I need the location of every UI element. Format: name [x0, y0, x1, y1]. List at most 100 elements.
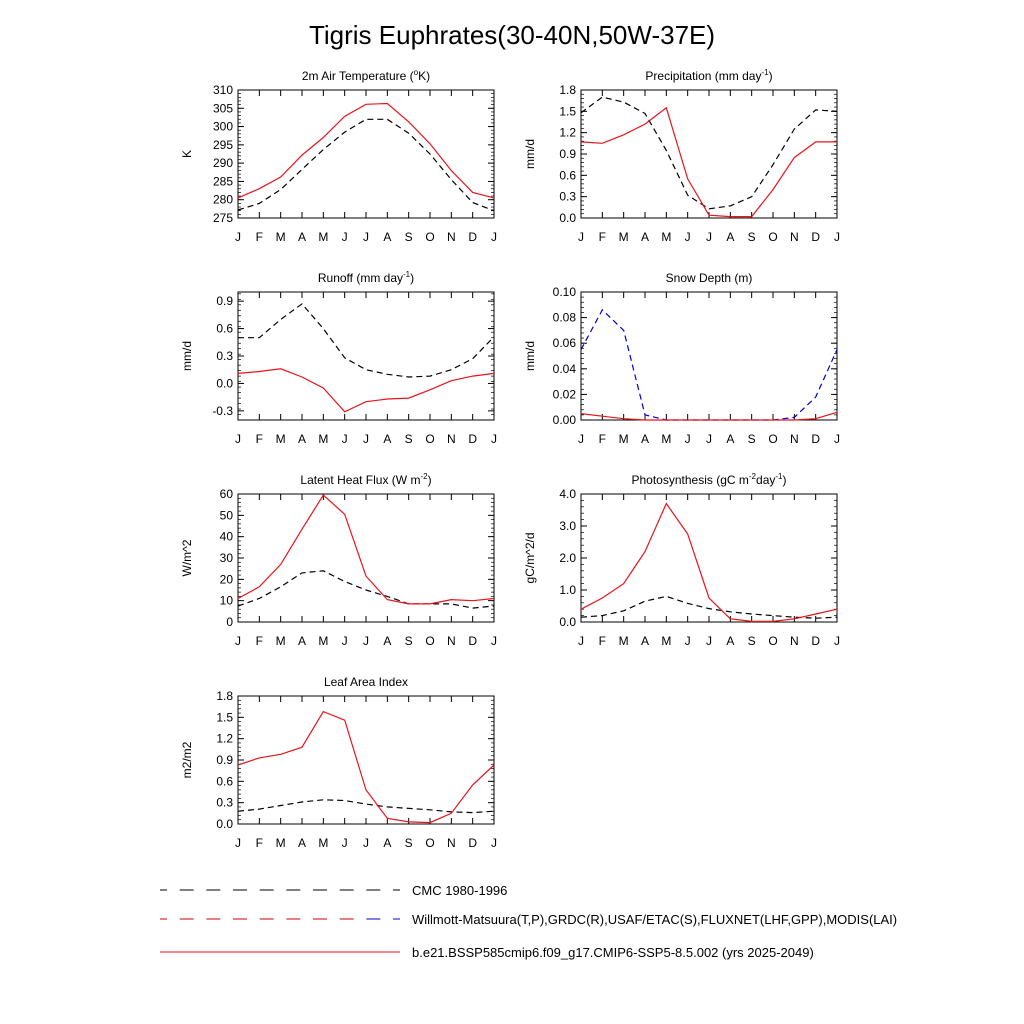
x-tick-label: J [235, 634, 241, 648]
y-tick-label: 1.0 [559, 583, 576, 597]
x-tick-label: A [726, 230, 734, 244]
x-tick-label: F [256, 230, 263, 244]
plot-frame [237, 493, 495, 623]
x-tick-label: A [726, 634, 734, 648]
panel-title: Latent Heat Flux (W m-2) [300, 472, 431, 487]
x-tick-label: J [706, 230, 712, 244]
legend-label: CMC 1980-1996 [412, 883, 507, 898]
y-tick-label: 0.0 [216, 376, 233, 390]
x-tick-label: S [748, 432, 756, 446]
title-text: ) [410, 271, 414, 285]
legend-label: Willmott-Matsuura(T,P),GRDC(R),USAF/ETAC… [412, 912, 897, 927]
panel-title: Precipitation (mm day-1) [645, 68, 772, 83]
y-tick-label: 0.9 [559, 147, 576, 161]
x-tick-label: O [425, 836, 434, 850]
x-tick-label: N [790, 230, 799, 244]
x-tick-label: J [685, 432, 691, 446]
title-text: Precipitation (mm day [645, 69, 761, 83]
panel-lai: Leaf Area Index m2/m2 0.0 0.3 0.6 0.9 1.2 1.5 1.… [180, 675, 497, 850]
x-tick-label: J [235, 230, 241, 244]
x-tick-label: J [342, 230, 348, 244]
title-text: ) [783, 473, 787, 487]
panel-title: 2m Air Temperature (oK) [302, 68, 430, 83]
y-tick-label: 1.2 [559, 126, 576, 140]
y-tick-label: 30 [220, 551, 234, 565]
x-tick-label: N [447, 230, 456, 244]
x-tick-label: J [491, 836, 497, 850]
x-tick-label: J [491, 432, 497, 446]
x-tick-label: N [790, 634, 799, 648]
panel-gpp: Photosynthesis (gC m-2day-1) gC/m^2/d 0.0 1… [523, 472, 840, 648]
x-tick-label: M [619, 432, 629, 446]
x-tick-label: N [447, 836, 456, 850]
title-text: Latent Heat Flux (W m [300, 473, 420, 487]
x-tick-label: J [363, 432, 369, 446]
y-tick-label: 10 [220, 594, 234, 608]
y-tick-label: 1.5 [216, 710, 233, 724]
series-line-obs [237, 118, 495, 212]
x-tick-label: D [468, 230, 477, 244]
y-tick-label: 0.6 [216, 322, 233, 336]
series-line-obs [237, 799, 495, 814]
plot-frame [237, 291, 495, 421]
plot-frame [580, 493, 838, 623]
x-tick-label: A [726, 432, 734, 446]
x-tick-label: A [298, 432, 306, 446]
x-tick-label: M [318, 634, 328, 648]
y-axis-label: W/m^2 [180, 539, 194, 576]
title-text: ) [428, 473, 432, 487]
x-tick-label: J [685, 634, 691, 648]
x-tick-label: A [383, 836, 391, 850]
series-line-obs [237, 570, 495, 609]
legend-label: b.e21.BSSP585cmip6.f09_g17.CMIP6-SSP5-8.… [412, 945, 814, 960]
x-tick-label: A [383, 230, 391, 244]
panel-snow: Snow Depth (m) mm/d 0.00 0.02 0.04 0.06 0.08 0.… [523, 271, 840, 446]
y-tick-label: 20 [220, 572, 234, 586]
y-tick-label: 0 [226, 615, 233, 629]
x-tick-label: M [661, 230, 671, 244]
x-tick-label: A [641, 634, 649, 648]
y-tick-label: 0.9 [216, 294, 233, 308]
x-tick-label: J [578, 432, 584, 446]
x-tick-label: O [425, 432, 434, 446]
x-tick-label: A [383, 432, 391, 446]
x-tick-label: D [468, 836, 477, 850]
y-axis-label: mm/d [523, 341, 537, 371]
x-tick-label: F [256, 432, 263, 446]
legend-item: Willmott-Matsuura(T,P),GRDC(R),USAF/ETAC… [160, 912, 897, 927]
x-tick-label: J [578, 230, 584, 244]
x-tick-label: M [318, 230, 328, 244]
x-tick-label: D [811, 634, 820, 648]
x-tick-label: J [363, 230, 369, 244]
y-tick-label: 290 [213, 156, 233, 170]
y-tick-label: 3.0 [559, 519, 576, 533]
y-tick-label: 0.00 [553, 413, 577, 427]
y-tick-label: 1.5 [559, 104, 576, 118]
x-tick-label: J [578, 634, 584, 648]
y-tick-label: 295 [213, 138, 233, 152]
series-line-model [237, 494, 495, 605]
series-line-model [580, 411, 838, 421]
x-tick-label: F [599, 634, 606, 648]
x-tick-label: S [748, 634, 756, 648]
title-text: Snow Depth (m) [666, 271, 753, 285]
legend-item: CMC 1980-1996 [160, 883, 507, 898]
x-tick-label: J [834, 432, 840, 446]
y-tick-label: 40 [220, 530, 234, 544]
x-tick-label: A [298, 230, 306, 244]
x-tick-label: O [768, 230, 777, 244]
y-tick-label: 285 [213, 174, 233, 188]
panel-temp: 2m Air Temperature (oK) K 275 280 285 290 295 3… [180, 68, 497, 244]
plot-frame [237, 695, 495, 825]
y-tick-label: 1.8 [559, 83, 576, 97]
title-superscript: -1 [775, 472, 783, 481]
y-tick-label: 2.0 [559, 551, 576, 565]
x-tick-label: J [491, 230, 497, 244]
x-tick-label: M [661, 432, 671, 446]
y-tick-label: 0.6 [559, 168, 576, 182]
title-superscript: -2 [749, 472, 757, 481]
x-tick-label: F [256, 836, 263, 850]
panel-title: Photosynthesis (gC m-2day-1) [632, 472, 787, 487]
series-line-model [580, 106, 837, 218]
